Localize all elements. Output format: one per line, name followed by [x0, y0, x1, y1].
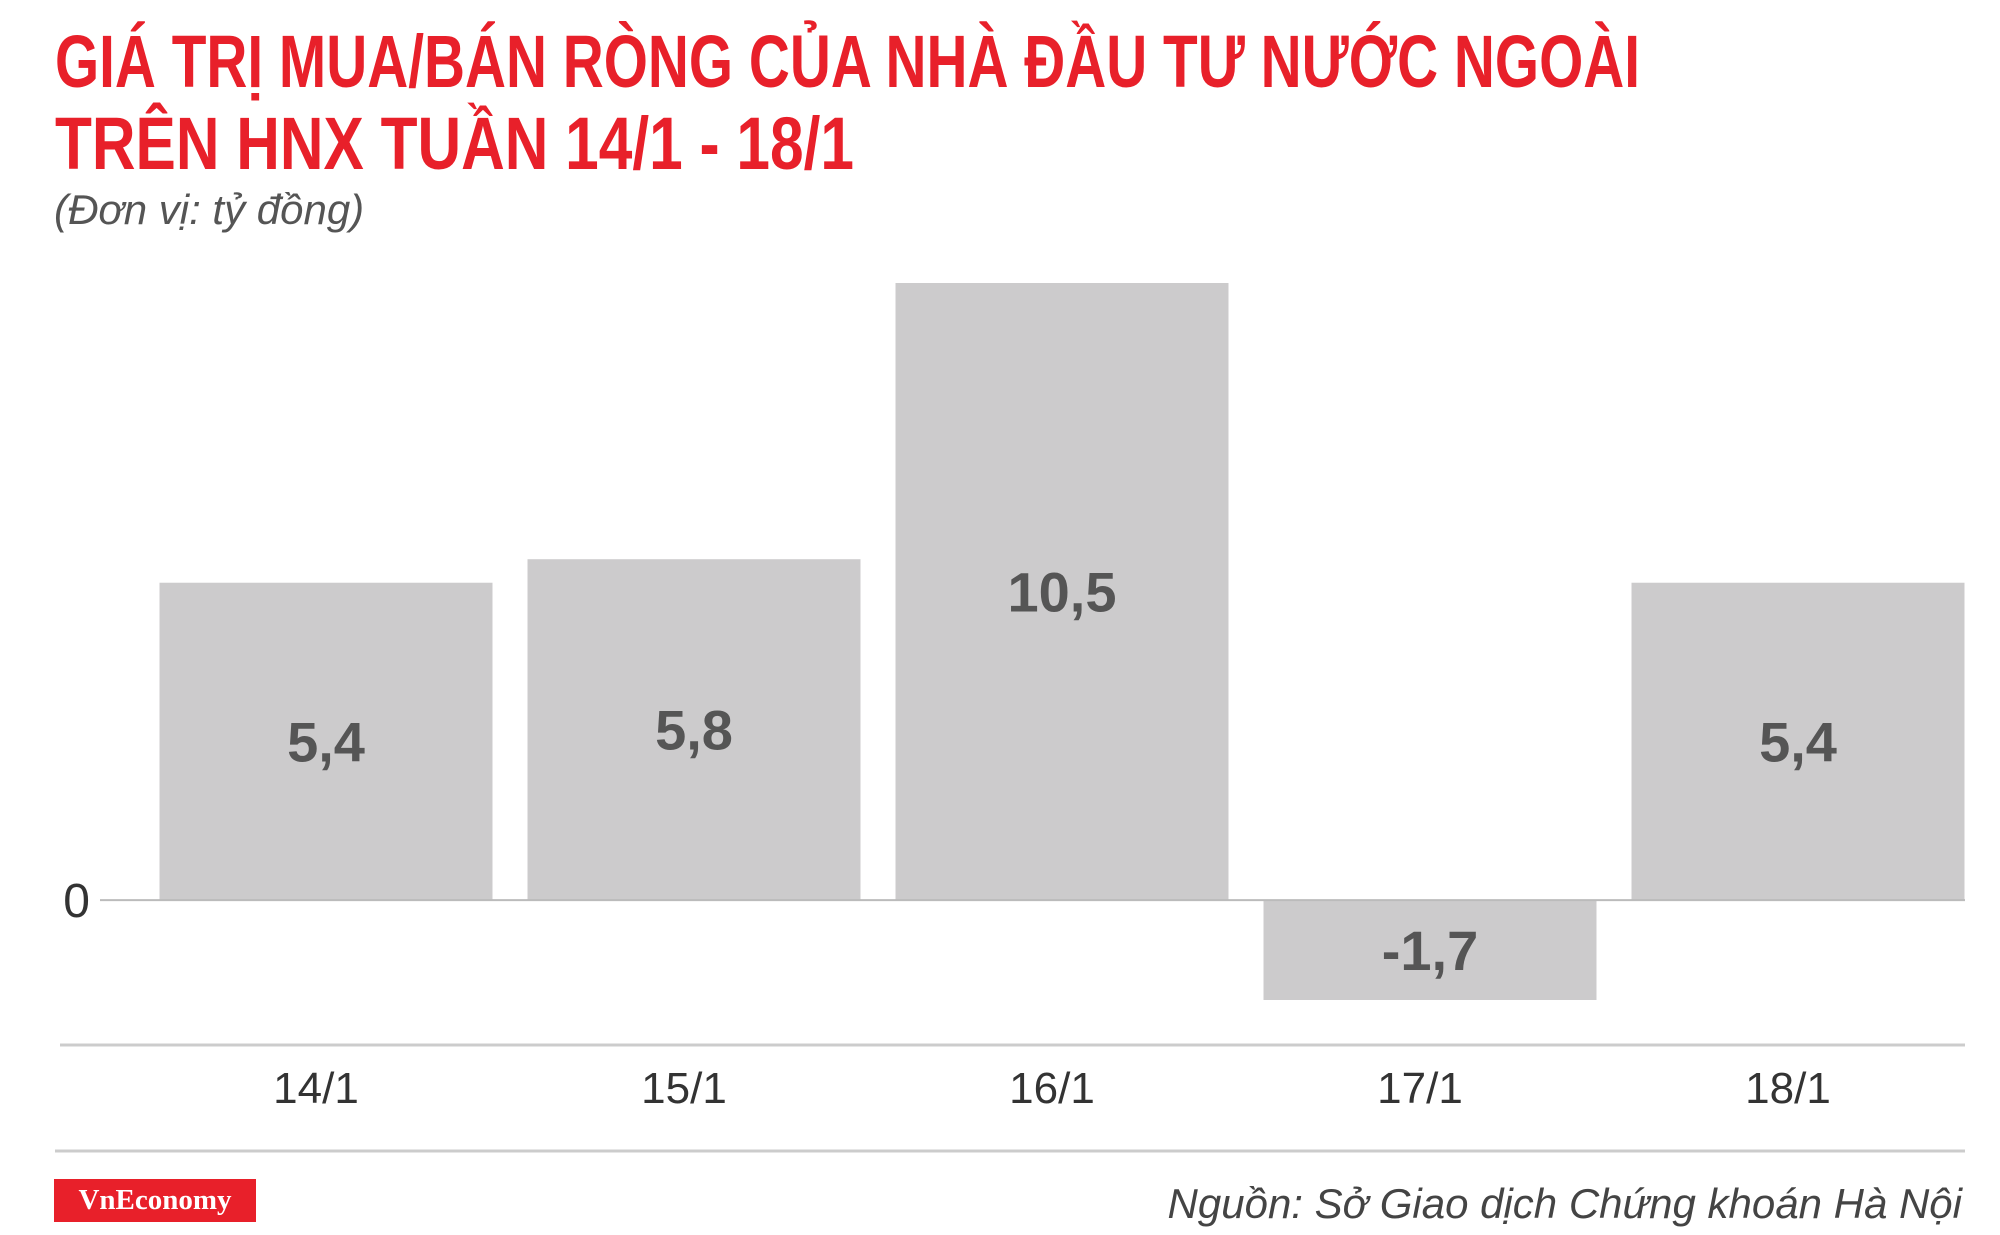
logo: VnEconomy [78, 1184, 232, 1216]
value-label: 5,4 [1759, 710, 1837, 773]
value-label: 5,8 [655, 699, 733, 762]
x-tick-label: 16/1 [1009, 1064, 1095, 1113]
value-label: 10,5 [1008, 561, 1117, 624]
bar [527, 559, 861, 901]
x-tick-label: 14/1 [273, 1064, 359, 1113]
chart-title: TRÊN HNX TUẦN 14/1 - 18/1 [55, 102, 854, 185]
value-label: 5,4 [287, 710, 365, 773]
chart-title: GIÁ TRỊ MUA/BÁN RÒNG CỦA NHÀ ĐẦU TƯ NƯỚC… [55, 20, 1640, 103]
x-tick-label: 18/1 [1745, 1064, 1831, 1113]
bar [895, 283, 1229, 901]
bar [159, 582, 493, 901]
value-label: -1,7 [1382, 919, 1479, 982]
x-tick-label: 17/1 [1377, 1064, 1463, 1113]
bar [1631, 582, 1965, 901]
bar [1263, 900, 1597, 1000]
source: Nguồn: Sở Giao dịch Chứng khoán Hà Nội [1168, 1180, 1964, 1227]
x-tick-label: 15/1 [641, 1064, 727, 1113]
y-tick-label: 0 [63, 875, 90, 928]
logo-box [54, 1179, 256, 1222]
chart-subtitle: (Đơn vị: tỷ đồng) [54, 186, 364, 233]
